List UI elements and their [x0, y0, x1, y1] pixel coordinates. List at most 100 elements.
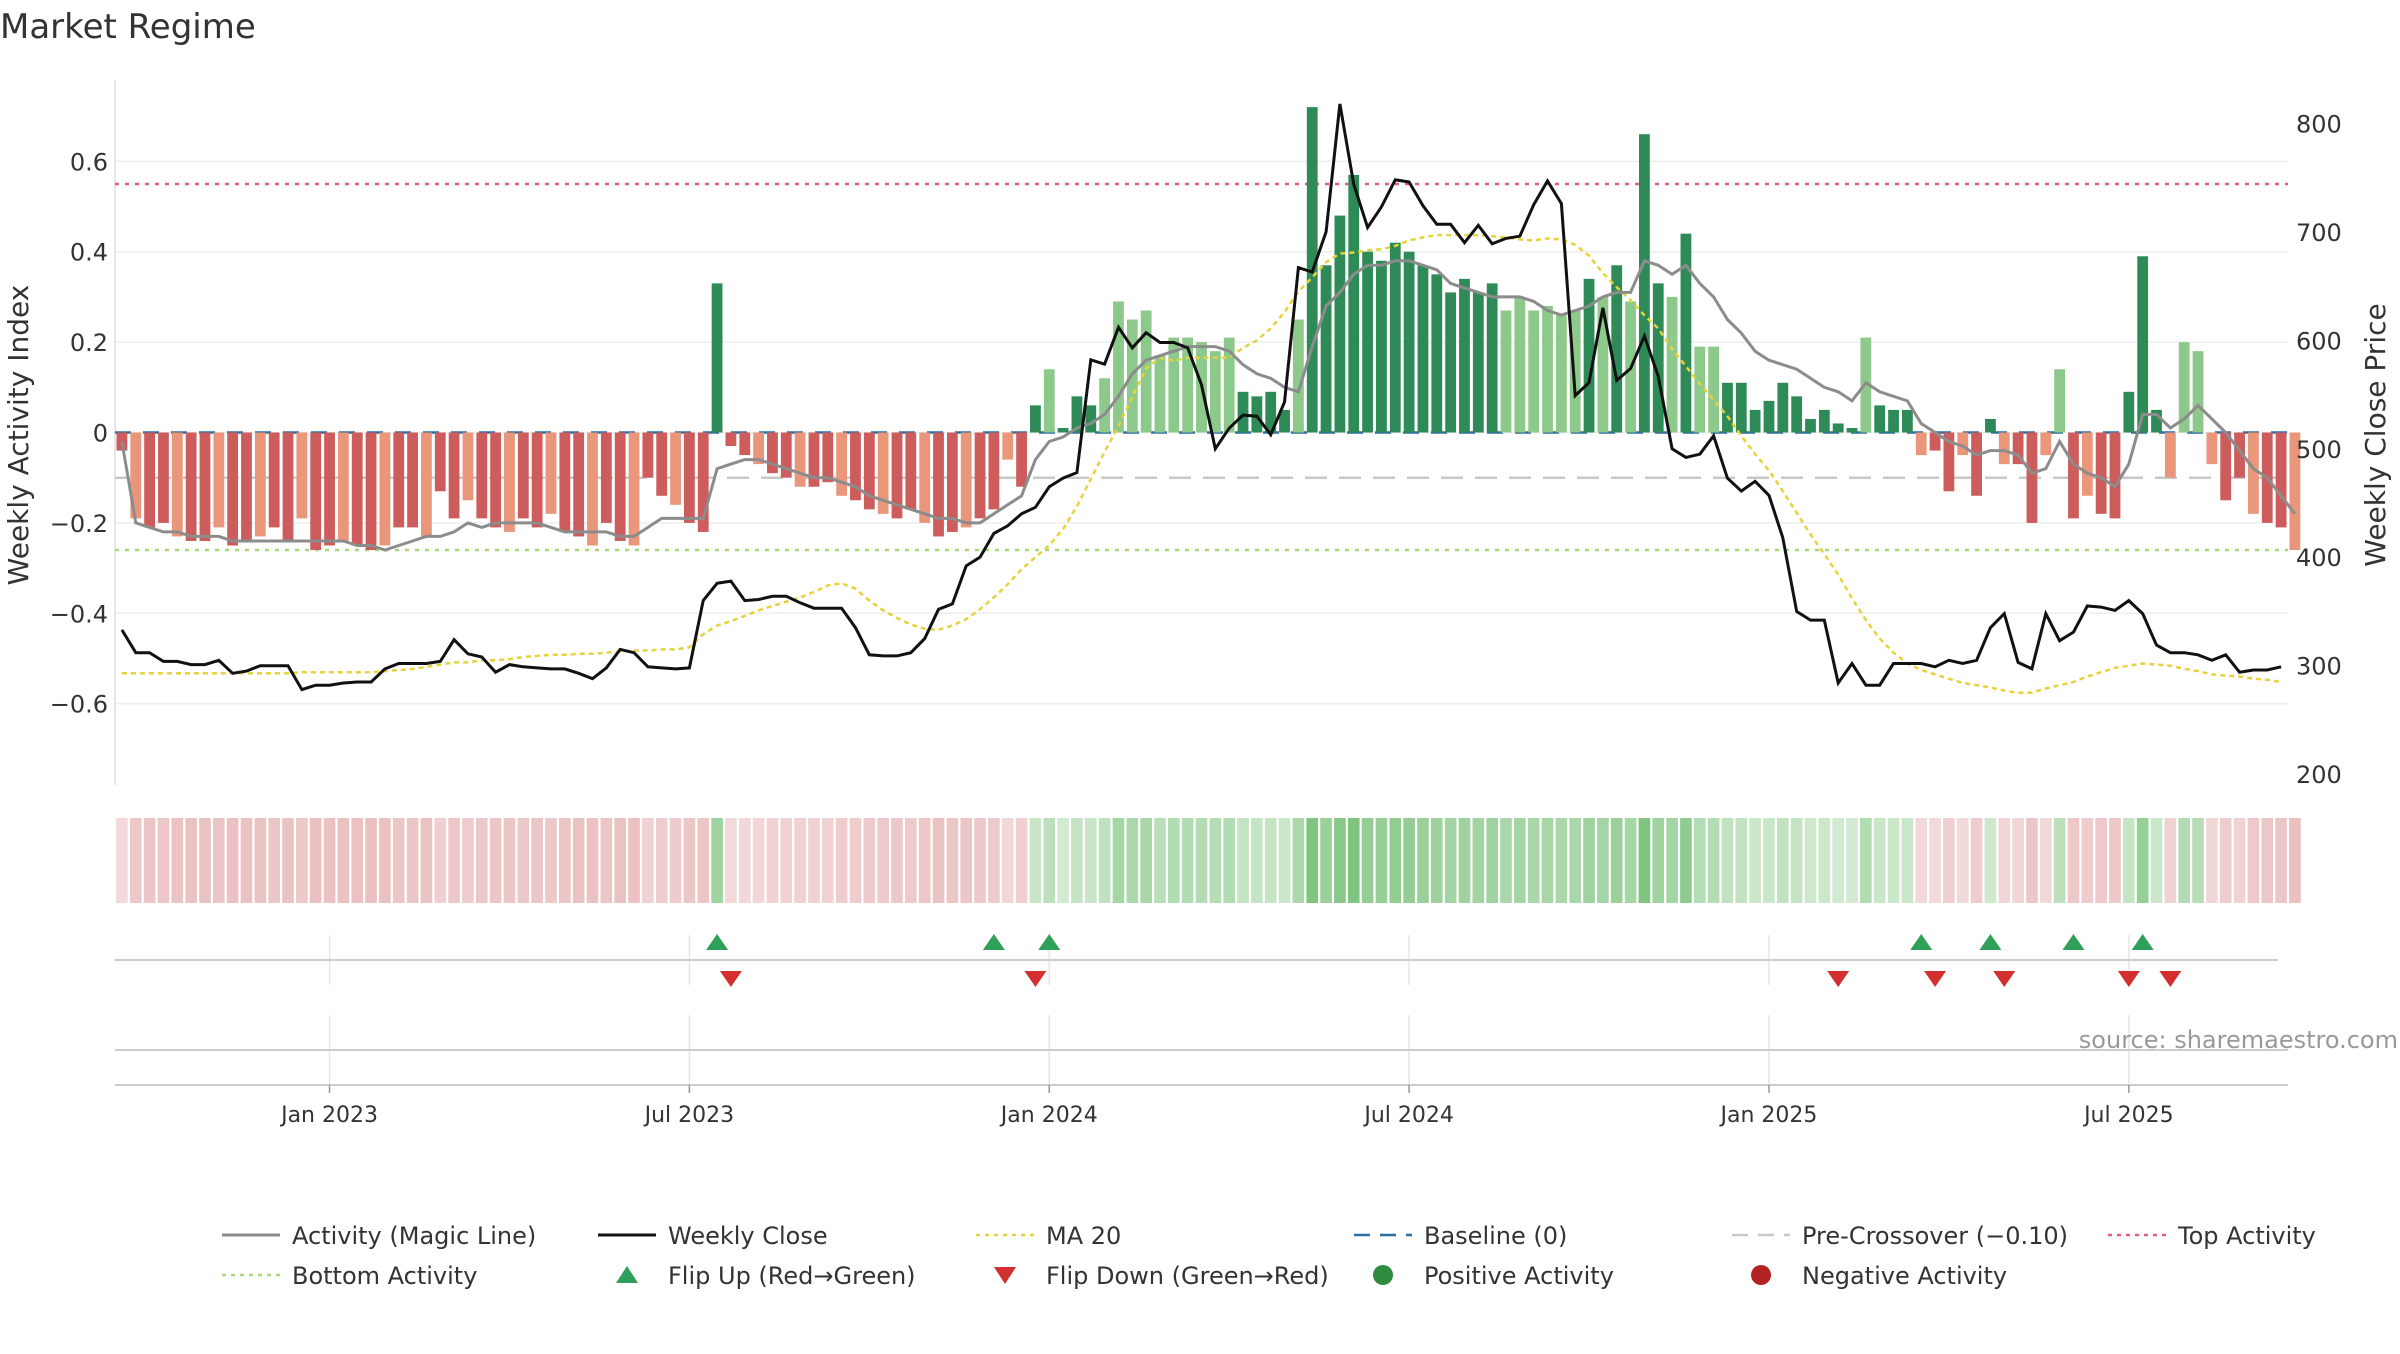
- regime-cell: [1638, 818, 1651, 903]
- regime-cell: [379, 818, 391, 903]
- left-tick-label: −0.2: [50, 510, 108, 538]
- regime-cell: [2039, 818, 2052, 903]
- activity-bar: [1472, 292, 1484, 433]
- regime-cell: [1168, 818, 1180, 903]
- regime-cell: [212, 818, 225, 903]
- activity-bar: [1223, 337, 1235, 433]
- main-grid: [114, 80, 2288, 1085]
- regime-cell: [1943, 818, 1955, 903]
- activity-bar: [1569, 310, 1581, 433]
- regime-cell: [199, 818, 211, 903]
- regime-cell: [171, 818, 184, 903]
- regime-cell: [1624, 818, 1637, 903]
- regime-cell: [586, 818, 599, 903]
- legend-label: Activity (Magic Line): [292, 1222, 536, 1250]
- regime-cell: [614, 818, 627, 903]
- activity-bar: [1763, 400, 1775, 433]
- activity-bar: [2012, 432, 2024, 465]
- activity-bar: [1791, 396, 1803, 433]
- activity-bar: [158, 432, 169, 523]
- activity-bar: [628, 432, 640, 546]
- regime-cell: [1569, 818, 1582, 903]
- regime-cell: [1389, 818, 1402, 903]
- activity-magic-line: [120, 258, 2297, 552]
- regime-cell: [628, 818, 640, 903]
- activity-bar: [1251, 396, 1263, 433]
- regime-cell: [157, 818, 170, 903]
- activity-bar: [905, 432, 917, 510]
- right-tick-label: 300: [2296, 653, 2342, 681]
- legend-item-weekly_close: Weekly Close: [598, 1222, 828, 1250]
- activity-bar: [1749, 409, 1761, 433]
- activity-bar: [324, 432, 335, 546]
- activity-bar: [656, 432, 668, 496]
- regime-cell: [1956, 818, 1969, 903]
- regime-cell: [932, 818, 945, 903]
- regime-cell: [2123, 818, 2135, 903]
- regime-cell: [1915, 818, 1928, 903]
- activity-bar: [2151, 409, 2162, 433]
- activity-bar: [1113, 301, 1124, 433]
- activity-bar: [337, 432, 349, 541]
- flip-down-marker: [1924, 971, 1947, 987]
- activity-bar: [1459, 278, 1470, 433]
- regime-cell: [1901, 818, 1914, 903]
- regime-cell: [1126, 818, 1139, 903]
- activity-bar: [808, 432, 820, 487]
- activity-bar: [1985, 418, 1996, 433]
- activity-bar: [462, 432, 474, 501]
- flip-down-marker: [1827, 971, 1850, 987]
- legend-item-activity_line: Activity (Magic Line): [222, 1222, 536, 1250]
- activity-bar: [2234, 432, 2245, 478]
- activity-bar: [1888, 409, 1899, 433]
- regime-cell: [1084, 818, 1097, 903]
- regime-cell: [1458, 818, 1471, 903]
- activity-bar: [1265, 391, 1277, 433]
- activity-bar: [1140, 310, 1152, 433]
- regime-cell: [1029, 818, 1042, 903]
- source-text: source: sharemaestro.com: [2079, 1026, 2398, 1054]
- activity-bar: [1915, 432, 1927, 456]
- regime-cell: [1749, 818, 1761, 903]
- regime-cell: [2109, 818, 2121, 903]
- activity-bar: [1279, 409, 1290, 433]
- activity-bar: [683, 432, 695, 523]
- regime-cell: [406, 818, 419, 903]
- regime-cell: [1098, 818, 1111, 903]
- activity-bar: [379, 432, 391, 546]
- activity-bar: [2220, 432, 2232, 501]
- regime-cell: [282, 818, 294, 903]
- activity-bar: [1500, 310, 1512, 433]
- activity-bar: [1154, 355, 1166, 433]
- flip-down-marker: [1993, 971, 2016, 987]
- chart-title: Market Regime: [0, 7, 256, 47]
- activity-bar: [767, 432, 778, 474]
- activity-bar: [1708, 346, 1720, 433]
- activity-bar: [531, 432, 543, 528]
- regime-cell: [2206, 818, 2218, 903]
- right-axis-label: Weekly Close Price: [2359, 303, 2392, 566]
- regime-strip: [116, 818, 2301, 903]
- activity-bar: [1514, 296, 1526, 433]
- flip-up-marker: [1979, 934, 2002, 950]
- x-tick-label: Jan 2024: [999, 1103, 1098, 1128]
- regime-cell: [1181, 818, 1194, 903]
- activity-bar: [960, 432, 972, 528]
- regime-cell: [185, 818, 197, 903]
- right-tick-label: 400: [2296, 544, 2342, 572]
- legend-label: Bottom Activity: [292, 1262, 477, 1290]
- legend-item-flip_down: Flip Down (Green→Red): [994, 1262, 1329, 1290]
- regime-cell: [1361, 818, 1374, 903]
- activity-bar: [2178, 342, 2190, 433]
- regime-cell: [116, 818, 128, 903]
- flip-down-marker: [2117, 971, 2140, 987]
- regime-cell: [766, 818, 779, 903]
- activity-bar: [1542, 305, 1553, 433]
- activity-bar: [946, 432, 958, 532]
- activity-bar: [1030, 405, 1041, 433]
- regime-cell: [1583, 818, 1595, 903]
- x-tick-label: Jan 2025: [1719, 1103, 1818, 1128]
- regime-cell: [1541, 818, 1554, 903]
- regime-cell: [2233, 818, 2246, 903]
- regime-cell: [1680, 818, 1692, 903]
